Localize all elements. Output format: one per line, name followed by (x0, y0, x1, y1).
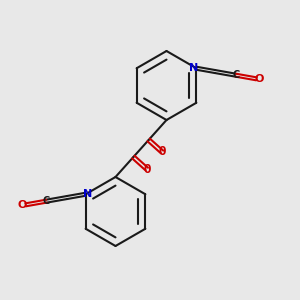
Text: N: N (83, 189, 93, 199)
Text: O: O (158, 146, 166, 158)
Text: O: O (143, 163, 151, 176)
Text: O: O (255, 74, 264, 84)
Text: C: C (43, 196, 50, 206)
Text: O: O (18, 200, 27, 210)
Text: C: C (232, 70, 239, 80)
Text: N: N (189, 63, 199, 73)
